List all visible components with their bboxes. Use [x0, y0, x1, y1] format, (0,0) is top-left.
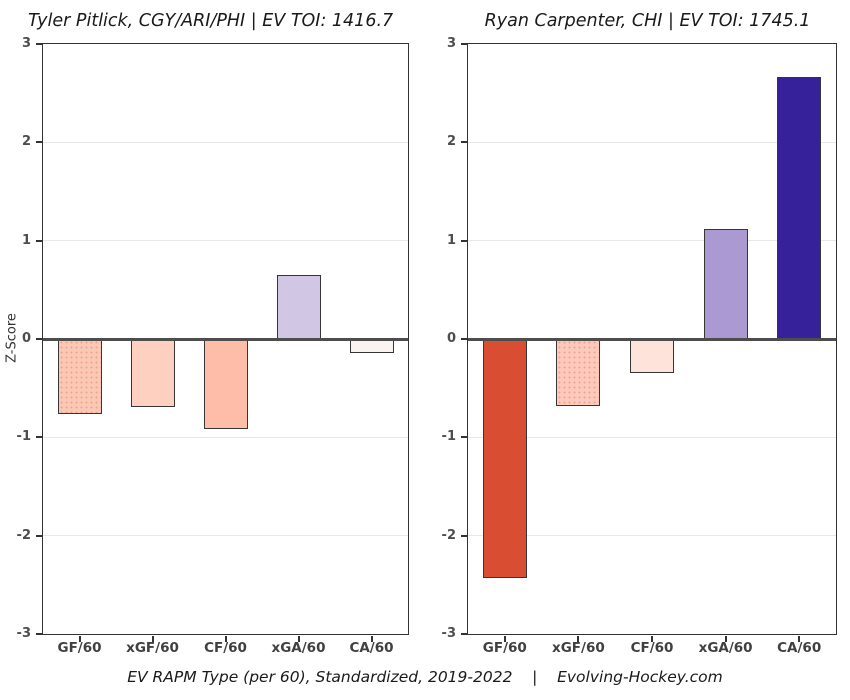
y-tick-label-2: 2	[446, 134, 456, 150]
bar-gf-60	[482, 339, 527, 578]
y-tick-label-1: 1	[446, 232, 456, 248]
y-tick-label--3: -3	[16, 626, 31, 641]
x-tick-label-cf-60: CF/60	[630, 640, 674, 656]
figure-caption: EV RAPM Type (per 60), Standardized, 201…	[127, 668, 723, 686]
x-tick-label-ca-60: CA/60	[349, 640, 394, 656]
gridline-1	[43, 240, 408, 242]
gridline-2	[468, 141, 836, 143]
y-tick-label-3: 3	[21, 36, 31, 51]
bar-cf-60	[630, 339, 674, 374]
x-tick-mark-cf-60	[224, 635, 227, 642]
x-tick-mark-ca-60	[370, 635, 373, 642]
x-tick-mark-ca-60	[798, 635, 801, 642]
zero-line	[468, 337, 836, 341]
plot-area-left: 3 2 1 0 -1 -2 -3 GF/60 xGF/60 CF/60 xGA/60 CA/60	[17, 36, 409, 656]
x-tick-mark-xga-60	[297, 635, 300, 642]
y-tick-mark--1	[35, 436, 42, 439]
y-tick-mark-0	[460, 338, 467, 340]
gridline-2	[43, 141, 408, 143]
y-tick-label--1: -1	[16, 429, 31, 445]
y-tick-label--1: -1	[441, 429, 456, 445]
bar-xgf-60	[130, 339, 175, 407]
chart-title-right: Ryan Carpenter, CHI | EV TOI: 1745.1	[484, 11, 811, 31]
x-tick-label-cf-60: CF/60	[204, 640, 247, 656]
x-tick-label-xgf-60: xGF/60	[552, 640, 605, 656]
chart-title-left: Tyler Pitlick, CGY/ARI/PHI | EV TOI: 141…	[28, 11, 394, 31]
y-tick-label-0: 0	[446, 331, 456, 346]
x-tick-label-gf-60: GF/60	[482, 640, 527, 656]
y-tick-mark--3	[35, 633, 42, 635]
x-tick-label-gf-60: GF/60	[57, 640, 102, 656]
bar-ca-60	[777, 77, 822, 339]
y-tick-mark-0	[35, 338, 42, 340]
zero-line	[43, 337, 408, 341]
y-tick-mark-3	[460, 43, 467, 45]
x-tick-label-xga-60: xGA/60	[271, 640, 326, 656]
y-tick-label-0: 0	[21, 331, 31, 346]
bar-xgf-60	[556, 339, 601, 406]
y-tick-mark-3	[35, 43, 42, 45]
bar-ca-60	[349, 339, 394, 353]
plot-area-right: 3 2 1 0 -1 -2 -3 GF/60 xGF/60 CF/60 xGA/60 CA/60	[442, 36, 837, 656]
y-tick-label-1: 1	[21, 232, 31, 248]
y-tick-mark-2	[460, 141, 467, 144]
y-tick-mark-1	[460, 239, 467, 242]
y-tick-mark--3	[460, 633, 467, 635]
x-tick-mark-xgf-60	[577, 635, 580, 642]
x-tick-mark-gf-60	[503, 635, 506, 642]
y-tick-label--2: -2	[441, 527, 456, 543]
gridline--1	[43, 436, 408, 438]
x-tick-mark-cf-60	[651, 635, 653, 642]
y-tick-mark-2	[35, 141, 42, 144]
y-tick-label-3: 3	[446, 36, 456, 51]
x-tick-label-xga-60: xGA/60	[698, 640, 753, 656]
y-tick-label--2: -2	[16, 527, 31, 543]
x-tick-label-ca-60: CA/60	[777, 640, 822, 656]
bar-xga-60	[703, 228, 748, 339]
y-tick-label--3: -3	[441, 626, 456, 641]
x-tick-mark-xgf-60	[151, 635, 154, 642]
gridline--2	[43, 535, 408, 537]
gridline--2	[468, 535, 836, 537]
x-tick-mark-xga-60	[724, 635, 727, 642]
gridline-1	[468, 240, 836, 242]
y-tick-mark--2	[35, 534, 42, 537]
y-tick-label-2: 2	[21, 134, 31, 150]
x-tick-label-xgf-60: xGF/60	[126, 640, 179, 656]
gridline--1	[468, 436, 836, 438]
bar-gf-60	[57, 339, 102, 414]
bar-cf-60	[203, 339, 248, 430]
y-tick-mark--1	[460, 436, 467, 439]
y-tick-mark-1	[35, 239, 42, 242]
bar-xga-60	[276, 275, 321, 339]
x-tick-mark-gf-60	[78, 635, 81, 642]
y-tick-mark--2	[460, 534, 467, 537]
